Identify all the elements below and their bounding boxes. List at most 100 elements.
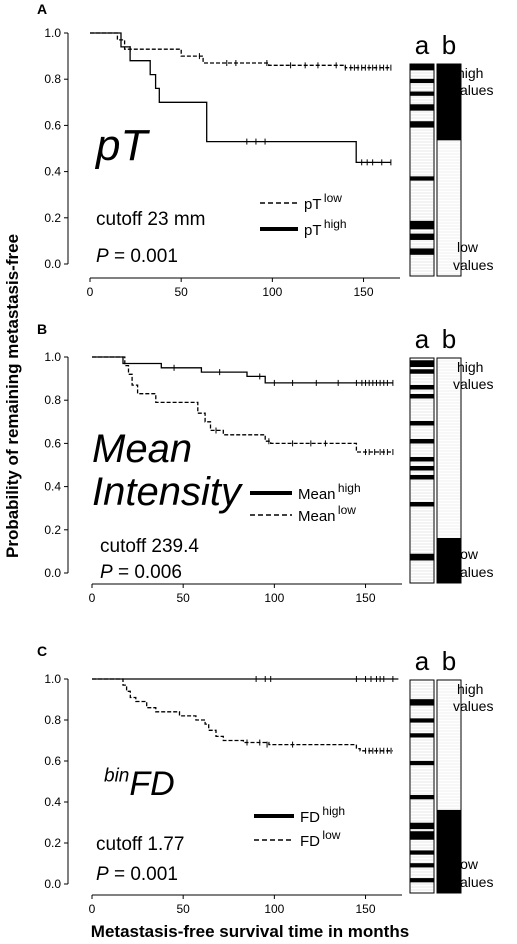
bar-a-band: [410, 439, 434, 444]
x-tick-label: 50: [176, 902, 190, 916]
panel-title: Mean: [92, 427, 192, 471]
bar-b-high-label: values: [453, 698, 493, 714]
y-tick-label: 1.0: [44, 26, 61, 40]
bar-a-band: [410, 466, 434, 471]
panel-title: binFD: [104, 765, 175, 803]
bar-a-band: [410, 502, 434, 507]
y-tick-label: 0.8: [44, 72, 61, 86]
bar-a-band: [410, 220, 434, 230]
bar-a-band: [410, 248, 434, 255]
cutoff-text: cutoff 239.4: [100, 536, 199, 557]
bar-b-fill: [437, 809, 461, 893]
bar-a-band: [410, 863, 434, 868]
cutoff-text: cutoff 1.77: [96, 834, 184, 855]
bar-a-band: [410, 733, 434, 738]
series-mean-high: [92, 356, 394, 386]
bar-a-band: [410, 878, 434, 883]
y-tick-label: 1.0: [44, 672, 61, 686]
bar-a-band: [410, 64, 434, 71]
bar-b-low-label: values: [453, 257, 493, 273]
bar-a: a: [409, 324, 435, 584]
legend-label: FD low: [300, 828, 341, 850]
bar-a-band: [410, 699, 434, 706]
bar-b-label: b: [442, 646, 456, 676]
panel-label: A: [37, 1, 47, 17]
km-curve: [90, 32, 391, 164]
bar-b-high-label: high: [457, 359, 483, 375]
bar-b-high-label: values: [453, 82, 493, 98]
y-tick-label: 0.6: [44, 436, 61, 450]
p-value: P = 0.006: [100, 562, 182, 583]
series-fd-high: [92, 676, 399, 682]
p-value: P = 0.001: [96, 246, 178, 267]
legend-label: Mean low: [298, 503, 356, 525]
km-curve: [92, 356, 393, 384]
cutoff-text: cutoff 23 mm: [96, 209, 205, 230]
bar-b-fill: [437, 64, 461, 141]
bar-a-frame: [409, 679, 435, 894]
bar-a-band: [410, 760, 434, 766]
series-pt-low: [90, 32, 392, 71]
panel-title: pT: [94, 121, 150, 170]
bar-a-frame: [409, 63, 435, 277]
bar-b-label: b: [442, 324, 456, 354]
bar-a-band: [410, 176, 434, 181]
bar-b-low-label: low: [457, 239, 479, 255]
bar-a-label: a: [415, 30, 430, 60]
y-tick-label: 0.0: [44, 877, 61, 891]
x-tick-label: 150: [354, 285, 374, 299]
bar-a: a: [409, 30, 435, 277]
km-curve: [90, 32, 391, 69]
bar-a: a: [409, 646, 435, 894]
y-tick-label: 0.8: [44, 393, 61, 407]
km-curve: [92, 678, 393, 752]
bar-a-label: a: [415, 324, 430, 354]
x-tick-label: 100: [264, 591, 284, 605]
bar-a-band: [410, 78, 434, 84]
bar-b-low-label: values: [453, 874, 493, 890]
legend-label: Mean high: [298, 481, 361, 503]
bar-a-band: [410, 369, 434, 374]
p-value: P = 0.001: [96, 864, 178, 885]
y-tick-label: 0.0: [44, 257, 61, 271]
bar-a-band: [410, 822, 434, 830]
bar-a-band: [410, 795, 434, 800]
bar-b-high-label: high: [457, 65, 483, 81]
x-tick-label: 150: [356, 591, 376, 605]
bar-a-band: [410, 360, 434, 367]
x-tick-label: 50: [174, 285, 188, 299]
bar-a-band: [410, 850, 434, 855]
bar-a-label: a: [415, 646, 430, 676]
x-tick-label: 0: [89, 591, 96, 605]
panel-c: C 0.0 0.2 0.4 0.6 0.8 1.0 0 50 100 150 binFD cutoff …: [37, 643, 493, 916]
y-axis-title: Probability of remaining metastasis-free: [3, 234, 22, 558]
x-tick-label: 0: [89, 902, 96, 916]
y-tick-label: 0.2: [44, 836, 61, 850]
bar-b-low-label: values: [453, 564, 493, 580]
km-curve: [92, 356, 393, 453]
y-tick-label: 0.2: [44, 211, 61, 225]
x-tick-label: 0: [87, 285, 94, 299]
bar-a-band: [410, 385, 434, 390]
y-tick-label: 0.8: [44, 713, 61, 727]
panel-label: C: [37, 643, 47, 659]
bar-b-label: b: [442, 30, 456, 60]
bar-b-high-label: values: [453, 376, 493, 392]
bar-a-band: [410, 831, 434, 840]
y-tick-label: 0.4: [44, 480, 61, 494]
bar-b-high-label: high: [457, 681, 483, 697]
bar-a-band: [410, 421, 434, 426]
x-tick-label: 150: [356, 902, 376, 916]
x-tick-label: 100: [262, 285, 282, 299]
x-axis-title: Metastasis-free survival time in months: [91, 922, 409, 941]
bar-b-low-label: low: [457, 546, 479, 562]
y-tick-label: 0.4: [44, 165, 61, 179]
bar-a-band: [410, 475, 434, 480]
bar-a-band: [410, 394, 434, 399]
panel-a: A 0.0 0.2 0.4 0.6 0.8 1.0 0 50 100 150 pT cutoff 23 …: [37, 1, 493, 299]
bar-a-band: [410, 104, 434, 111]
